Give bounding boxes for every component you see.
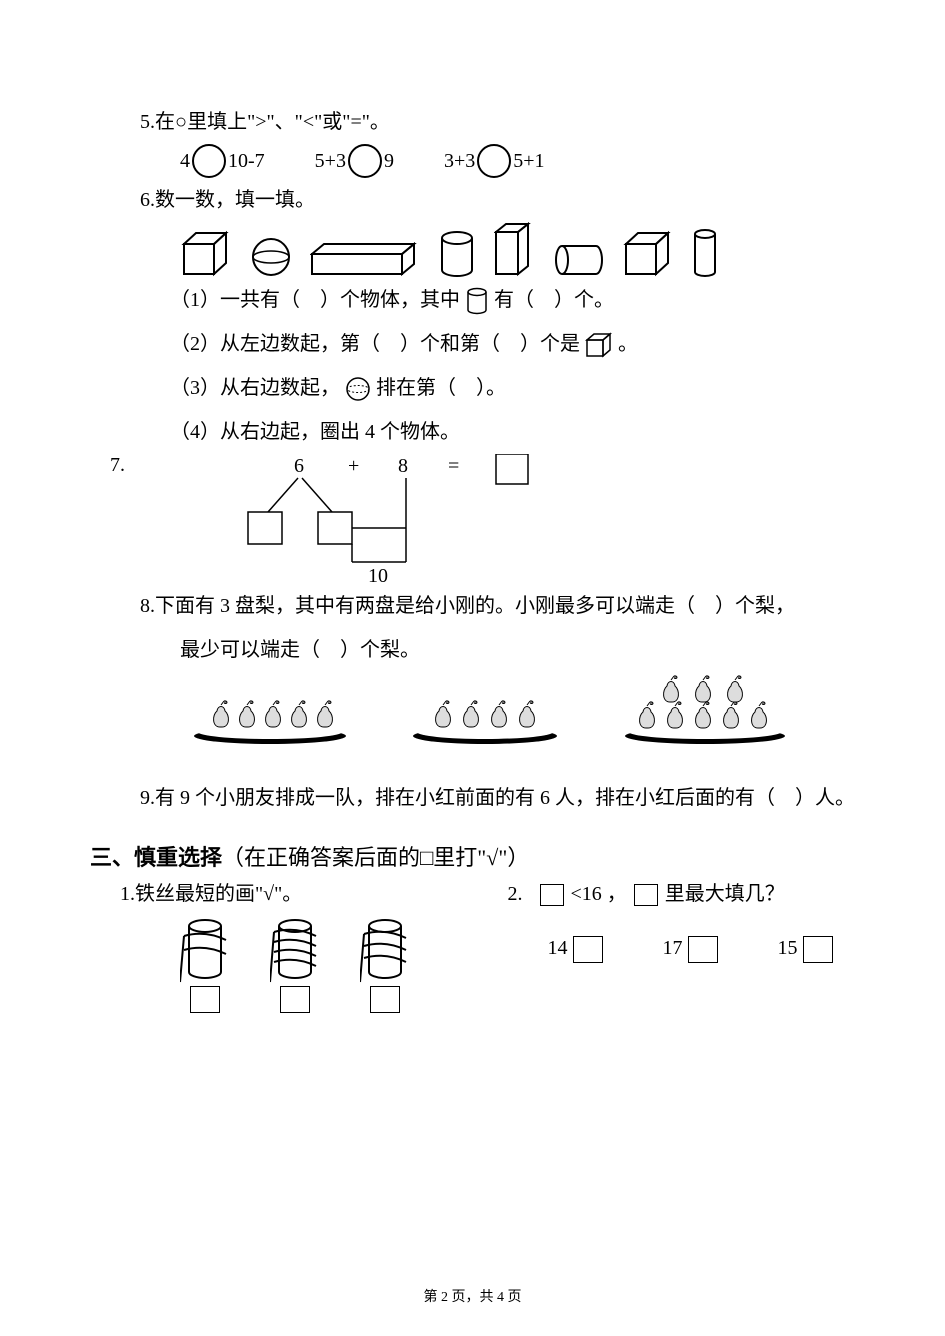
answer-box[interactable] bbox=[248, 512, 282, 544]
shapes-row bbox=[180, 222, 855, 278]
q3-2-col: 2. <16 ， 里最大填几？ 14 17 15 bbox=[508, 872, 856, 1013]
blank-circle[interactable] bbox=[348, 144, 382, 178]
q6-sub1: （1）一共有（ ）个物体，其中 有（ ）个。 bbox=[170, 278, 855, 322]
checkbox[interactable] bbox=[573, 936, 603, 963]
checkbox[interactable] bbox=[280, 986, 310, 1013]
footer-a: 第 bbox=[424, 1290, 442, 1305]
section-3-title: 三、慎重选择（在正确答案后面的□里打"√"） bbox=[90, 840, 855, 872]
long-cuboid-icon bbox=[310, 242, 420, 278]
q5-e1a: 4 bbox=[180, 150, 190, 173]
q6-s1: （1）一共有（ ）个物体，其中 bbox=[170, 289, 460, 311]
option-label: 15 bbox=[778, 937, 798, 959]
blank-circle[interactable] bbox=[477, 144, 511, 178]
wire-coil-1 bbox=[180, 916, 230, 986]
question-9: 9.有 9 个小朋友排成一队，排在小红前面的有 6 人，排在小红后面的有（ ）人… bbox=[140, 776, 855, 820]
answer-box[interactable] bbox=[496, 454, 528, 484]
q5-e2a: 5+3 bbox=[315, 150, 346, 173]
q7-label: 7. bbox=[110, 454, 125, 477]
question-5-prompt: 5.在○里填上">"、"<"或"="。 bbox=[140, 100, 855, 144]
section-3-questions: 1.铁丝最短的画"√"。 bbox=[120, 872, 855, 1013]
q6-s3a: （3）从右边数起， bbox=[170, 377, 340, 399]
wire-coil-3 bbox=[360, 916, 410, 986]
plate-3 bbox=[620, 672, 790, 746]
cylinder-horizontal-icon bbox=[552, 242, 604, 278]
sphere-icon bbox=[250, 236, 292, 278]
q3-2-text2: 里最大填几？ bbox=[665, 883, 785, 905]
page-footer: 第 2 页，共 4 页 bbox=[0, 1286, 945, 1306]
cube-icon bbox=[622, 230, 674, 278]
blank-circle[interactable] bbox=[192, 144, 226, 178]
blank-box[interactable] bbox=[540, 884, 564, 906]
option-label: 14 bbox=[548, 937, 568, 959]
q6-sub3: （3）从右边数起， 排在第（ ）。 bbox=[170, 366, 855, 410]
thin-cylinder-icon bbox=[692, 228, 718, 278]
q3-2-text1: <16 ， bbox=[571, 883, 627, 905]
q3-1-label: 1.铁丝最短的画"√"。 bbox=[120, 872, 468, 916]
q7-num1: 6 bbox=[294, 455, 304, 477]
q6-s3b: 排在第（ ）。 bbox=[376, 377, 506, 399]
option-label: 17 bbox=[663, 937, 683, 959]
sphere-small-icon bbox=[345, 376, 371, 402]
section-3-title-bold: 三、慎重选择 bbox=[90, 845, 222, 870]
q5-e2b: 9 bbox=[384, 150, 394, 173]
checkbox[interactable] bbox=[190, 986, 220, 1013]
plates-row bbox=[190, 672, 855, 746]
q7-num2: 8 bbox=[398, 455, 408, 477]
q6-s2b: 。 bbox=[618, 333, 638, 355]
footer-pagenum: 2 bbox=[441, 1290, 448, 1305]
question-6-prompt: 6.数一数，填一填。 bbox=[140, 178, 855, 222]
cylinder-small-icon bbox=[465, 287, 489, 315]
footer-total: 4 bbox=[497, 1290, 504, 1305]
q3-1-col: 1.铁丝最短的画"√"。 bbox=[120, 872, 468, 1013]
section-3-title-sub: （在正确答案后面的□里打"√"） bbox=[222, 845, 529, 870]
blank-box[interactable] bbox=[634, 884, 658, 906]
wire-coil-2 bbox=[270, 916, 320, 986]
question-7: 7. 6 + 8 = 10 bbox=[110, 454, 855, 584]
q3-2-label: 2. bbox=[508, 883, 523, 905]
q5-exp2: 5+3 9 bbox=[315, 144, 394, 178]
coil-option-3 bbox=[360, 916, 410, 1013]
worksheet-page: 5.在○里填上">"、"<"或"="。 4 10-7 5+3 9 3+3 5+1… bbox=[0, 0, 945, 1336]
q7-bottom: 10 bbox=[368, 565, 388, 584]
plate-1 bbox=[190, 686, 350, 746]
coil-option-1 bbox=[180, 916, 230, 1013]
cylinder-icon bbox=[438, 230, 476, 278]
question-5-expressions: 4 10-7 5+3 9 3+3 5+1 bbox=[180, 144, 855, 178]
cube-icon bbox=[180, 230, 232, 278]
q7-diagram: 6 + 8 = 10 bbox=[240, 454, 620, 584]
q5-exp1: 4 10-7 bbox=[180, 144, 265, 178]
option-15: 15 bbox=[778, 936, 833, 963]
q6-sub4: （4）从右边起，圈出 4 个物体。 bbox=[170, 410, 855, 454]
q6-s2: （2）从左边数起，第（ ）个和第（ ）个是 bbox=[170, 333, 580, 355]
q6-sub2: （2）从左边数起，第（ ）个和第（ ）个是 。 bbox=[170, 322, 855, 366]
q5-e1b: 10-7 bbox=[228, 150, 265, 173]
q7-plus: + bbox=[348, 455, 359, 477]
footer-b: 页，共 bbox=[448, 1290, 497, 1305]
q5-exp3: 3+3 5+1 bbox=[444, 144, 545, 178]
coils-row bbox=[180, 916, 468, 1013]
answer-box[interactable] bbox=[318, 512, 352, 544]
q5-e3b: 5+1 bbox=[513, 150, 544, 173]
footer-c: 页 bbox=[504, 1290, 522, 1305]
q5-e3a: 3+3 bbox=[444, 150, 475, 173]
q3-2-prompt: 2. <16 ， 里最大填几？ bbox=[508, 872, 856, 916]
checkbox[interactable] bbox=[370, 986, 400, 1013]
option-17: 17 bbox=[663, 936, 718, 963]
option-14: 14 bbox=[548, 936, 603, 963]
q6-s1b: 有（ ）个。 bbox=[494, 289, 614, 311]
coil-option-2 bbox=[270, 916, 320, 1013]
q7-eq: = bbox=[448, 455, 459, 477]
plate-2 bbox=[410, 686, 560, 746]
checkbox[interactable] bbox=[688, 936, 718, 963]
tall-cuboid-icon bbox=[494, 222, 534, 278]
checkbox[interactable] bbox=[803, 936, 833, 963]
cube-small-icon bbox=[585, 332, 613, 358]
question-8-line2: 最少可以端走（ ）个梨。 bbox=[180, 628, 855, 672]
question-8-line1: 8.下面有 3 盘梨，其中有两盘是给小刚的。小刚最多可以端走（ ）个梨， bbox=[140, 584, 855, 628]
q3-2-options: 14 17 15 bbox=[548, 936, 856, 963]
